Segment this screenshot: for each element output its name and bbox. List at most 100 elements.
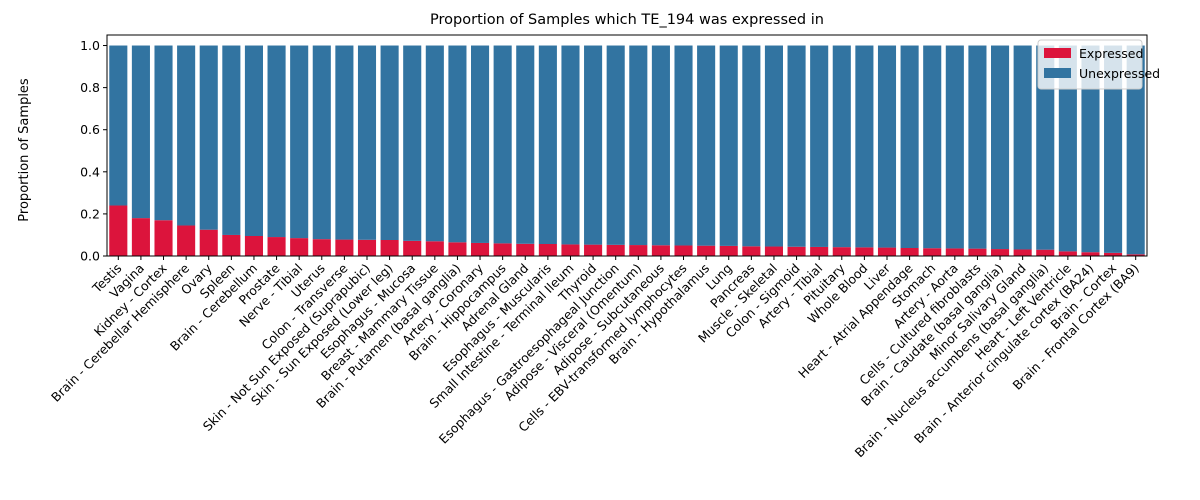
bar-unexpressed-13 (403, 45, 422, 241)
bar-expressed-10 (335, 239, 354, 256)
bar-unexpressed-8 (290, 45, 309, 239)
bar-expressed-13 (403, 240, 422, 256)
bar-unexpressed-28 (742, 45, 761, 247)
bar-unexpressed-12 (380, 45, 399, 241)
y-tick-label: 0.0 (80, 249, 100, 264)
bar-unexpressed-25 (674, 45, 693, 246)
y-ticks: 0.0 0.2 0.4 0.6 0.8 1.0 (80, 38, 107, 264)
bar-expressed-31 (810, 246, 829, 256)
bar-unexpressed-19 (538, 45, 557, 245)
bar-expressed-19 (538, 244, 557, 256)
bar-unexpressed-37 (945, 45, 964, 249)
bar-unexpressed-22 (606, 45, 625, 245)
y-tick-label: 0.2 (80, 206, 100, 221)
bar-unexpressed-20 (561, 45, 580, 245)
bar-unexpressed-15 (448, 45, 467, 243)
y-axis-label: Proportion of Samples (17, 78, 32, 222)
bar-expressed-3 (177, 225, 196, 256)
bar-expressed-22 (606, 244, 625, 256)
bar-unexpressed-36 (923, 45, 942, 249)
bar-expressed-4 (199, 229, 218, 256)
bar-unexpressed-4 (199, 45, 218, 230)
bar-expressed-1 (131, 218, 150, 256)
bar-expressed-33 (855, 247, 874, 256)
bar-expressed-40 (1013, 249, 1032, 256)
bar-expressed-44 (1104, 252, 1123, 256)
bar-expressed-2 (154, 220, 173, 256)
bar-expressed-7 (267, 237, 286, 256)
legend-label-expressed: Expressed (1079, 46, 1143, 61)
bar-unexpressed-42 (1058, 45, 1077, 252)
bar-expressed-36 (923, 248, 942, 256)
bar-unexpressed-43 (1081, 45, 1100, 253)
bar-unexpressed-30 (787, 45, 806, 247)
bar-unexpressed-3 (177, 45, 196, 226)
bar-expressed-0 (109, 205, 128, 256)
bar-unexpressed-23 (629, 45, 648, 246)
bar-expressed-11 (357, 239, 377, 256)
y-tick-label: 1.0 (80, 38, 100, 53)
bar-unexpressed-17 (493, 45, 512, 244)
bar-expressed-5 (222, 234, 241, 256)
bar-expressed-8 (290, 238, 309, 256)
y-tick-label: 0.6 (80, 122, 100, 137)
bar-unexpressed-38 (968, 45, 987, 249)
bar-expressed-14 (425, 241, 444, 256)
legend-swatch-unexpressed (1044, 68, 1071, 78)
legend-swatch-expressed (1044, 48, 1071, 58)
bar-unexpressed-5 (222, 45, 241, 235)
bar-expressed-42 (1058, 251, 1077, 256)
bar-expressed-16 (471, 242, 490, 256)
legend-label-unexpressed: Unexpressed (1079, 66, 1160, 81)
bar-unexpressed-11 (357, 45, 377, 240)
bar-expressed-43 (1081, 252, 1100, 256)
legend: Expressed Unexpressed (1037, 39, 1160, 90)
bar-expressed-6 (244, 236, 263, 256)
bar-unexpressed-45 (1126, 45, 1145, 255)
bar-unexpressed-32 (832, 45, 851, 248)
bar-unexpressed-33 (855, 45, 874, 248)
bar-expressed-12 (380, 240, 399, 256)
bar-unexpressed-14 (425, 45, 444, 242)
bar-unexpressed-24 (651, 45, 670, 246)
bar-unexpressed-34 (877, 45, 897, 248)
y-tick-label: 0.4 (80, 164, 100, 179)
bar-expressed-15 (448, 242, 467, 256)
bar-unexpressed-44 (1104, 45, 1123, 253)
bar-unexpressed-10 (335, 45, 354, 240)
bar-expressed-34 (877, 247, 897, 256)
bar-unexpressed-7 (267, 45, 286, 238)
bar-unexpressed-1 (131, 45, 150, 219)
bar-unexpressed-21 (584, 45, 603, 245)
bar-unexpressed-2 (154, 45, 173, 221)
bar-expressed-26 (697, 245, 716, 256)
bar-unexpressed-35 (900, 45, 919, 249)
bar-unexpressed-41 (1036, 45, 1055, 250)
bar-expressed-30 (787, 246, 806, 256)
bar-unexpressed-6 (244, 45, 263, 237)
bar-unexpressed-18 (516, 45, 535, 244)
bar-expressed-45 (1126, 254, 1145, 256)
bar-expressed-18 (516, 243, 535, 256)
bar-unexpressed-39 (991, 45, 1010, 250)
chart-title: Proportion of Samples which TE_194 was e… (430, 12, 824, 28)
bar-expressed-23 (629, 245, 648, 256)
bar-unexpressed-40 (1013, 45, 1032, 250)
bars-group (109, 45, 1145, 256)
bar-expressed-35 (900, 248, 919, 256)
plot-frame (106, 34, 1148, 257)
bar-expressed-27 (719, 245, 738, 256)
bar-unexpressed-16 (471, 45, 490, 243)
bar-unexpressed-26 (697, 45, 716, 246)
bar-expressed-32 (832, 247, 851, 256)
bar-unexpressed-27 (719, 45, 738, 246)
bar-expressed-29 (764, 246, 783, 256)
bar-unexpressed-31 (810, 45, 829, 247)
bar-expressed-21 (584, 244, 603, 256)
bar-expressed-28 (742, 246, 761, 256)
bar-unexpressed-0 (109, 45, 128, 206)
bar-unexpressed-9 (312, 45, 331, 240)
bar-unexpressed-29 (764, 45, 783, 247)
